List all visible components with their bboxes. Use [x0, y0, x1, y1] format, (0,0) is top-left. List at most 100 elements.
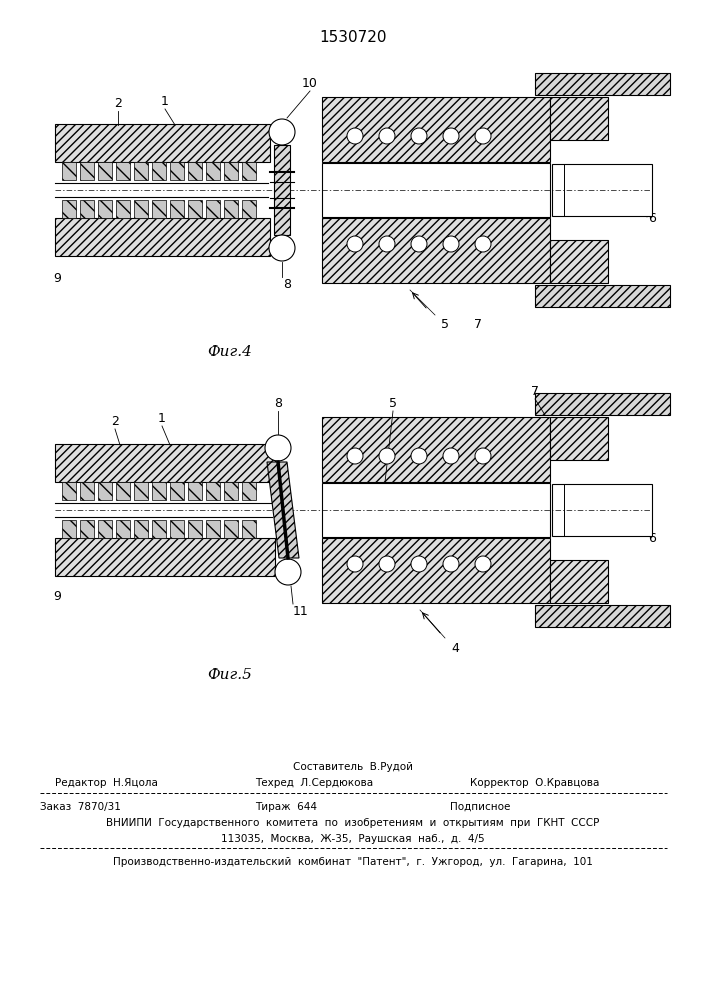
Polygon shape	[224, 162, 238, 180]
Polygon shape	[134, 200, 148, 218]
Circle shape	[347, 448, 363, 464]
Text: Корректор  О.Кравцова: Корректор О.Кравцова	[470, 778, 600, 788]
Circle shape	[411, 128, 427, 144]
Polygon shape	[170, 162, 184, 180]
Text: Производственно-издательский  комбинат  "Патент",  г.  Ужгород,  ул.  Гагарина, : Производственно-издательский комбинат "П…	[113, 857, 593, 867]
Bar	[55, 124, 270, 162]
Polygon shape	[170, 482, 184, 500]
Polygon shape	[80, 200, 94, 218]
Text: 5: 5	[389, 397, 397, 410]
Circle shape	[379, 448, 395, 464]
Circle shape	[379, 236, 395, 252]
Bar	[322, 163, 550, 217]
Circle shape	[411, 448, 427, 464]
Polygon shape	[134, 520, 148, 538]
Text: Тираж  644: Тираж 644	[255, 802, 317, 812]
Polygon shape	[206, 200, 220, 218]
Polygon shape	[116, 162, 130, 180]
Text: 4: 4	[451, 642, 459, 655]
Circle shape	[269, 235, 295, 261]
Polygon shape	[62, 520, 76, 538]
Text: 8: 8	[283, 278, 291, 291]
Bar	[55, 538, 275, 576]
Circle shape	[265, 435, 291, 461]
Text: 2: 2	[111, 415, 119, 428]
Polygon shape	[170, 200, 184, 218]
Bar	[535, 605, 670, 627]
Bar	[550, 560, 608, 603]
Polygon shape	[134, 482, 148, 500]
Polygon shape	[98, 520, 112, 538]
Polygon shape	[224, 200, 238, 218]
Text: ВНИИПИ  Государственного  комитета  по  изобретениям  и  открытиям  при  ГКНТ  С: ВНИИПИ Государственного комитета по изоб…	[106, 818, 600, 828]
Bar	[55, 218, 270, 256]
Polygon shape	[62, 162, 76, 180]
Bar	[550, 240, 608, 283]
Circle shape	[443, 128, 459, 144]
Circle shape	[443, 448, 459, 464]
Circle shape	[475, 128, 491, 144]
Polygon shape	[188, 520, 202, 538]
Circle shape	[379, 556, 395, 572]
Polygon shape	[152, 520, 166, 538]
Polygon shape	[80, 482, 94, 500]
Text: 1530720: 1530720	[320, 30, 387, 45]
Text: 5: 5	[441, 318, 449, 331]
Text: Редактор  Н.Яцола: Редактор Н.Яцола	[55, 778, 158, 788]
Polygon shape	[116, 482, 130, 500]
Circle shape	[269, 119, 295, 145]
Text: 10: 10	[302, 77, 318, 90]
Text: 113035,  Москва,  Ж-35,  Раушская  наб.,  д.  4/5: 113035, Москва, Ж-35, Раушская наб., д. …	[221, 834, 485, 844]
Polygon shape	[242, 162, 256, 180]
Circle shape	[475, 556, 491, 572]
Text: 2: 2	[114, 97, 122, 110]
Polygon shape	[188, 162, 202, 180]
Polygon shape	[80, 520, 94, 538]
Circle shape	[443, 236, 459, 252]
Text: Фиг.5: Фиг.5	[208, 668, 252, 682]
Polygon shape	[134, 162, 148, 180]
Text: Подписное: Подписное	[450, 802, 510, 812]
Bar	[322, 97, 550, 162]
Bar	[550, 97, 608, 140]
Bar	[55, 444, 275, 482]
Bar	[322, 483, 550, 537]
Text: 7: 7	[474, 318, 482, 331]
Polygon shape	[206, 482, 220, 500]
Polygon shape	[116, 200, 130, 218]
Circle shape	[347, 236, 363, 252]
Text: Заказ  7870/31: Заказ 7870/31	[40, 802, 121, 812]
Polygon shape	[98, 482, 112, 500]
Bar	[550, 417, 608, 460]
Polygon shape	[242, 200, 256, 218]
Circle shape	[475, 448, 491, 464]
Polygon shape	[80, 162, 94, 180]
Text: Фиг.4: Фиг.4	[208, 345, 252, 359]
Polygon shape	[62, 200, 76, 218]
Bar	[535, 285, 670, 307]
Text: Составитель  В.Рудой: Составитель В.Рудой	[293, 762, 413, 772]
Bar	[322, 417, 550, 482]
Polygon shape	[206, 162, 220, 180]
Polygon shape	[274, 145, 290, 235]
Polygon shape	[224, 482, 238, 500]
Bar	[322, 538, 550, 603]
Bar	[552, 164, 652, 216]
Polygon shape	[242, 482, 256, 500]
Text: 6: 6	[648, 212, 656, 225]
Text: 6: 6	[648, 532, 656, 544]
Polygon shape	[188, 200, 202, 218]
Text: 11: 11	[293, 605, 309, 618]
Text: Техред  Л.Сердюкова: Техред Л.Сердюкова	[255, 778, 373, 788]
Polygon shape	[170, 520, 184, 538]
Bar	[552, 484, 652, 536]
Polygon shape	[98, 162, 112, 180]
Polygon shape	[224, 520, 238, 538]
Text: 8: 8	[274, 397, 282, 410]
Bar	[535, 73, 670, 95]
Circle shape	[475, 236, 491, 252]
Bar	[322, 218, 550, 283]
Polygon shape	[116, 520, 130, 538]
Circle shape	[411, 236, 427, 252]
Bar	[535, 393, 670, 415]
